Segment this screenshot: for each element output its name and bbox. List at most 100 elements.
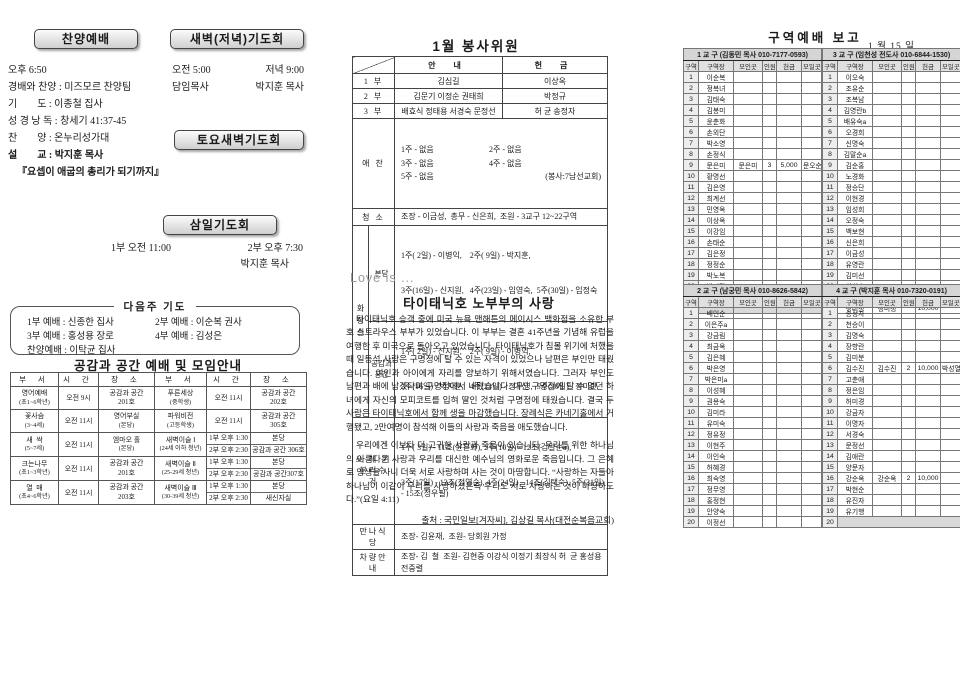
value-cell <box>872 236 902 248</box>
love-is-caption: Love is ... <box>350 271 415 285</box>
cell-line: (본당) <box>118 421 135 429</box>
place-cell: 본당 공감과 공간307호 <box>250 456 307 481</box>
value-cell <box>762 93 777 105</box>
leader-cell: 유미숙 <box>698 417 734 429</box>
value-cell <box>939 439 960 451</box>
district-number: 13 <box>822 203 838 215</box>
row-label: 애 찬 <box>352 117 395 210</box>
leader-cell: 황명선 <box>698 170 734 182</box>
dept-cell: 푸른세상 (중학생) <box>154 386 207 410</box>
leader-cell: 김명숙 <box>837 329 873 341</box>
value-cell <box>901 494 916 506</box>
column-header: 부 서 <box>10 372 59 387</box>
place-cell: 엠마오 홀 (본당) <box>98 432 155 457</box>
district-header-row: 구역 구역장 모인곳 인원 헌금 모일곳 <box>822 296 960 308</box>
leader-cell: 박소영 <box>698 137 734 149</box>
aechan-line: 4주 - 없음 <box>489 158 522 168</box>
column-header: 모일곳 <box>939 60 960 72</box>
cell-line: 공감과 공간 <box>109 459 144 468</box>
district-row: 9 김순홍 <box>822 159 960 171</box>
dept-cell: 새벽이슬 Ⅰ (24세 이하 청년) <box>154 432 207 457</box>
district-number: 17 <box>822 483 838 495</box>
leader-cell: 권용숙 <box>698 395 734 407</box>
district-row: 4 장향란 <box>822 340 960 352</box>
district-number: 15 <box>822 461 838 473</box>
cell-line: 공감과 공간307호 <box>251 468 306 480</box>
district-number: 18 <box>683 494 699 506</box>
leader-cell: 정은임 <box>837 384 873 396</box>
meeting-row: 열 매 (초4~6학년) 오전 11시 공감과 공간 203호 새벽이슬 Ⅲ (30-39세… <box>10 480 307 505</box>
value-cell <box>733 71 763 83</box>
district-report-table: 1 교 구 (김동민 목사 010-7177-0593) 구역 구역장 모인곳 인원 헌금… <box>682 48 823 314</box>
column-header: 구역 <box>822 296 838 308</box>
time-cell: 1부 오후 1:30 2부 오후 2:30 <box>206 456 251 481</box>
value-cell <box>733 126 763 138</box>
district-row: 3 김명숙 <box>822 329 960 341</box>
district-number: 11 <box>822 181 838 193</box>
value-cell <box>901 181 916 193</box>
value-cell <box>733 395 763 407</box>
district-title-row: 2 교 구 (남궁민 목사 010-8626-5842) <box>682 284 823 297</box>
leader-cell: 김은영 <box>698 181 734 193</box>
district-number: 7 <box>822 137 838 149</box>
district-row: 12 서경숙 <box>822 428 960 440</box>
value-cell <box>939 104 960 116</box>
cell-line: 열 매 <box>26 483 43 492</box>
recycling-label-line: 쓰 레 기 <box>355 455 392 465</box>
value-cell <box>733 236 763 248</box>
leader-cell: 김수진 <box>837 362 873 374</box>
restroom-line: 3주(16일) - 신지원, 4주(23일) - 임영숙, 5주(30일) - … <box>401 286 598 296</box>
value-cell <box>800 181 823 193</box>
praise-worship-details: 오후 6:50 경배와 찬양 : 미즈모르 찬양팀 기 도 : 이종철 집사 성… <box>8 62 164 181</box>
district-row: 16 최숙영 <box>683 472 823 484</box>
value-cell <box>901 148 916 160</box>
district-row: 5 김은혜 <box>683 351 823 363</box>
dawn-prayer-details: 오전 5:00 저녁 9:00 담임목사 박지훈 목사 <box>172 62 304 96</box>
usher-cell: 배효식 정태용 서경숙 문정선 <box>394 103 503 119</box>
leader-cell: 허미경 <box>837 395 873 407</box>
district-number: 20 <box>683 516 699 528</box>
value-cell <box>800 329 823 341</box>
cell-line: 새벽이슬 Ⅲ <box>164 483 197 492</box>
value-cell: 문오순 <box>800 159 823 171</box>
value-cell <box>733 428 763 440</box>
article-paragraph: 우리에겐 이보다 더 고귀한 사랑과 죽음이 있습니다. 우리를 위한 하나님의… <box>346 440 614 505</box>
leader-cell: 이오숙 <box>837 71 873 83</box>
column-header: 구역 <box>822 60 838 72</box>
meeting-table-title: 공감과 공간 예배 및 모임안내 <box>74 359 242 373</box>
district-row: 19 유기행 <box>822 505 960 517</box>
district-row: 4 김봉미 <box>683 104 823 116</box>
district-number: 6 <box>683 362 699 374</box>
wednesday-preacher: 박지훈 목사 <box>240 259 290 270</box>
cell-line: 1부 오후 1:30 <box>209 458 248 466</box>
value-cell <box>915 192 941 204</box>
value-cell <box>872 192 902 204</box>
leader-cell: 강금자 <box>837 406 873 418</box>
district-row: 17 박현순 <box>822 483 960 495</box>
value-cell <box>800 148 823 160</box>
cell-line: 202호 <box>270 398 287 406</box>
district-number: 14 <box>683 214 699 226</box>
value-cell <box>872 307 902 319</box>
value-cell <box>901 104 916 116</box>
district-title: 3 교 구 (임천성 전도사 010-6844-1530) <box>821 48 960 61</box>
value-cell <box>800 516 823 528</box>
dept-cell: 열 매 (초4~6학년) <box>10 480 59 505</box>
value-cell <box>800 439 823 451</box>
value-cell <box>872 126 902 138</box>
value-cell <box>872 450 902 462</box>
aechan-line: 5주 - 없음 <box>401 172 434 182</box>
volunteer-row: 3 부 배효식 정태용 서경숙 문정선 허 균 송정자 <box>352 103 608 119</box>
dept-cell: 파워비전 (고등학생) <box>154 409 207 433</box>
cell-line: (24세 이하 청년) <box>159 445 202 453</box>
district-number: 14 <box>822 214 838 226</box>
value-cell <box>872 258 902 270</box>
value-cell: 박성열 <box>939 362 960 374</box>
district-number: 18 <box>822 258 838 270</box>
cell-line: 공감과 공간 <box>109 388 144 397</box>
time-cell: 오전 9시 <box>58 386 99 410</box>
value-cell <box>901 329 916 341</box>
value-cell <box>872 214 902 226</box>
column-header: 헌금 <box>915 296 941 308</box>
time-cell: 1부 오후 1:30 2부 오후 2:30 <box>206 480 251 505</box>
